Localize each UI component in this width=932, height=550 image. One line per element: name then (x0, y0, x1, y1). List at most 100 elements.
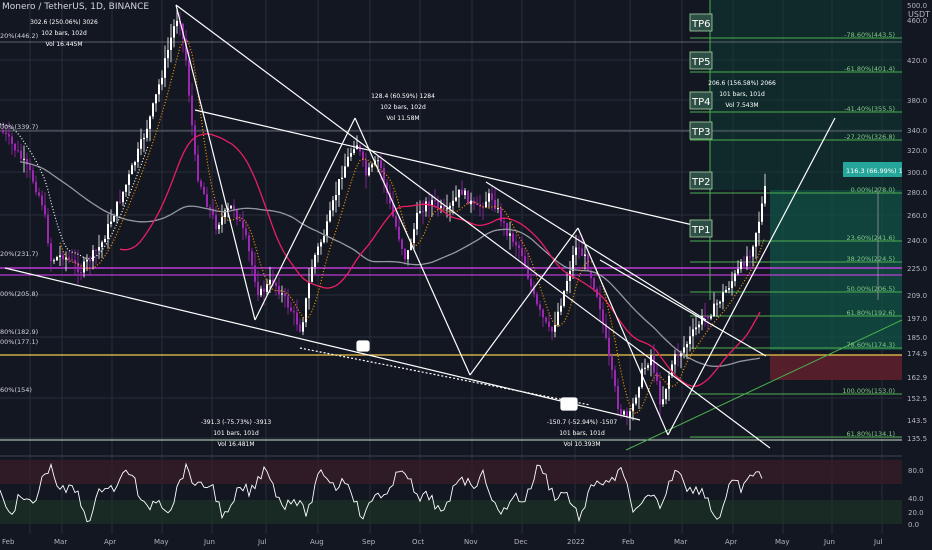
candle-body (563, 290, 565, 306)
candle-body (215, 214, 217, 230)
measure-annotation: 101 bars, 101d (213, 430, 259, 437)
candle-body (728, 288, 730, 290)
candle-body (371, 164, 373, 168)
candle-body (173, 26, 175, 38)
candle-body (122, 191, 124, 203)
osc-tick: 40.0 (908, 495, 924, 503)
measure-annotation: Vol 11.58M (386, 115, 419, 122)
candle-body (470, 200, 472, 205)
candle-body (308, 281, 310, 299)
candle-body (47, 214, 49, 244)
candle-body (731, 281, 733, 289)
candle-body (713, 303, 715, 317)
candle-body (290, 307, 292, 312)
price-tick: 300.0 (907, 169, 927, 177)
candle-body (323, 236, 325, 243)
candle-body (5, 132, 7, 135)
currency-label: USDT (908, 10, 930, 19)
candle-body (140, 139, 142, 149)
candle-body (365, 160, 367, 176)
candle-body (305, 298, 307, 323)
candle-body (689, 336, 691, 344)
candle-body (764, 186, 766, 204)
candle-body (119, 201, 121, 203)
time-tick: May (775, 538, 789, 546)
price-tick: 320.0 (907, 147, 927, 155)
candle-body (26, 158, 28, 165)
candle-body (518, 245, 520, 248)
candle-body (152, 103, 154, 117)
candle-body (614, 370, 616, 387)
time-tick: Nov (464, 538, 478, 546)
candle-body (638, 387, 640, 398)
fib-label: -27.20%(326.8) (844, 133, 895, 141)
time-tick: Apr (104, 538, 116, 546)
candle-body (362, 151, 364, 161)
candle-body (629, 411, 631, 417)
time-axis[interactable]: Feb Mar Apr May Jun Jul Aug Sep Oct Nov Dec 2022 Feb… (2, 538, 883, 546)
candle-body (542, 309, 544, 318)
candle-body (275, 282, 277, 286)
candle-body (692, 329, 694, 337)
candle-body (455, 197, 457, 201)
candle-body (632, 403, 634, 412)
fib-label: 0.00%(278.0) (851, 186, 895, 194)
tp-label: TP5 (691, 57, 711, 68)
fib-label: -78.60%(443.5) (844, 31, 895, 39)
candle-body (716, 303, 718, 305)
candle-body (164, 58, 166, 78)
candle-body (278, 285, 280, 295)
candle-body (209, 207, 211, 209)
osc-tick: 20.0 (908, 509, 924, 517)
candle-body (80, 272, 82, 274)
candle-body (635, 397, 637, 404)
candle-body (167, 49, 169, 59)
candle-body (497, 208, 499, 210)
candle-body (449, 205, 451, 209)
candle-body (680, 352, 682, 357)
osc-tick: 0.0 (908, 521, 919, 529)
time-tick: Aug (310, 538, 324, 546)
candle-body (401, 239, 403, 249)
candle-body (485, 201, 487, 208)
target-box (843, 162, 902, 177)
candle-body (683, 347, 685, 353)
price-tick: 197.0 (907, 315, 927, 323)
candle-body (584, 254, 586, 257)
candle-body (101, 242, 103, 248)
candle-body (113, 215, 115, 222)
measure-annotation: Vol 7.543M (725, 102, 758, 109)
price-tick: 152.5 (907, 395, 927, 403)
candle-body (704, 315, 706, 317)
price-tick: 260.0 (907, 212, 927, 220)
fib-label: 61.80%(134.1) (847, 430, 895, 438)
candle-body (761, 203, 763, 222)
horizontal-levels (0, 0, 903, 451)
candle-body (416, 212, 418, 230)
candle-body (23, 158, 25, 160)
candle-body (641, 368, 643, 388)
time-tick: 2022 (567, 538, 585, 546)
candle-body (260, 288, 262, 296)
candle-body (347, 156, 349, 167)
tp-label: TP3 (691, 127, 711, 138)
fib-left-label: 20%(231.7) (0, 250, 38, 258)
candle-body (14, 143, 16, 151)
candle-body (491, 193, 493, 200)
marker-square (560, 397, 578, 411)
trendline (599, 259, 767, 357)
candle-body (176, 20, 178, 27)
price-scale[interactable]: 500.0 460.0 420.0 380.0 340.0 320.0 300.0 280.0… (907, 2, 927, 529)
price-tick: 143.5 (907, 417, 927, 425)
candle-body (500, 208, 502, 222)
candle-body (107, 224, 109, 239)
candle-body (134, 162, 136, 166)
candle-body (329, 210, 331, 222)
candle-body (59, 255, 61, 258)
time-axis-bg (0, 534, 932, 550)
trendline (354, 117, 471, 376)
fib-label: 78.60%(174.3) (847, 341, 895, 349)
price-tick: 500.0 (907, 2, 927, 10)
trendline (667, 117, 836, 436)
